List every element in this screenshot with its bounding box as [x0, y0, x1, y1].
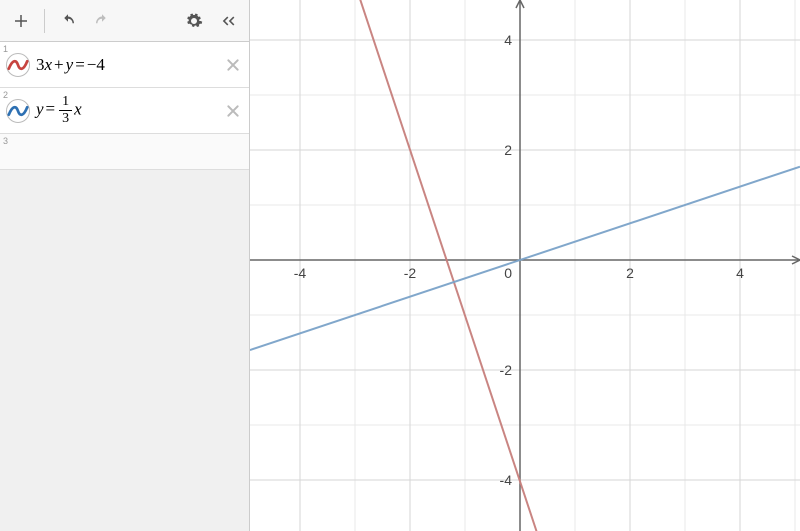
equation-row[interactable]: 2 y=13x	[0, 88, 249, 134]
svg-text:4: 4	[736, 265, 744, 281]
close-icon	[225, 103, 241, 119]
equation-expression: y=13x	[36, 95, 82, 126]
svg-text:-2: -2	[404, 265, 417, 281]
delete-equation-button[interactable]	[223, 101, 243, 121]
divider	[44, 9, 45, 33]
settings-button[interactable]	[179, 6, 209, 36]
row-number: 1	[3, 44, 8, 54]
svg-text:-4: -4	[294, 265, 307, 281]
redo-icon	[93, 12, 111, 30]
equation-color-icon[interactable]	[6, 53, 30, 77]
svg-text:-4: -4	[500, 472, 513, 488]
svg-text:2: 2	[626, 265, 634, 281]
equation-row-empty[interactable]: 3	[0, 134, 249, 170]
equation-expression: 3x+y=−4	[36, 55, 105, 75]
toolbar	[0, 0, 249, 42]
chevron-left-double-icon	[219, 12, 237, 30]
svg-text:0: 0	[504, 265, 512, 281]
equation-color-icon[interactable]	[6, 99, 30, 123]
undo-icon	[59, 12, 77, 30]
row-number: 2	[3, 90, 8, 100]
graph-canvas[interactable]: -4 -2 2 4 -4 -2 2 4 0	[250, 0, 800, 531]
svg-text:2: 2	[504, 142, 512, 158]
undo-button[interactable]	[53, 6, 83, 36]
delete-equation-button[interactable]	[223, 55, 243, 75]
gear-icon	[185, 12, 203, 30]
svg-text:4: 4	[504, 32, 512, 48]
toolbar-spacer	[121, 6, 175, 36]
redo-button[interactable]	[87, 6, 117, 36]
plus-icon	[12, 12, 30, 30]
collapse-button[interactable]	[213, 6, 243, 36]
close-icon	[225, 57, 241, 73]
svg-text:-2: -2	[500, 362, 513, 378]
graph-svg: -4 -2 2 4 -4 -2 2 4 0	[250, 0, 800, 531]
sidebar: 1 3x+y=−4 2 y=13x 3	[0, 0, 250, 531]
equation-list: 1 3x+y=−4 2 y=13x 3	[0, 42, 249, 531]
app-root: 1 3x+y=−4 2 y=13x 3	[0, 0, 800, 531]
add-button[interactable]	[6, 6, 36, 36]
equation-row[interactable]: 1 3x+y=−4	[0, 42, 249, 88]
row-number: 3	[3, 136, 8, 146]
